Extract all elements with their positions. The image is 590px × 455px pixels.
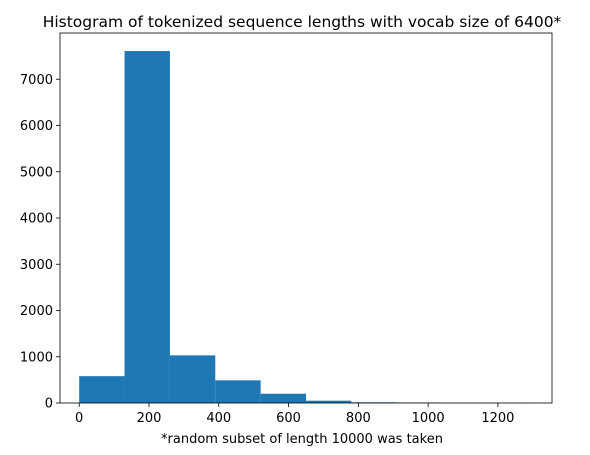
y-tick-label-4: 4000 xyxy=(20,212,53,227)
y-tick-label-0: 0 xyxy=(45,397,53,412)
y-tick-label-6: 6000 xyxy=(20,119,53,134)
histogram-bar-4 xyxy=(260,393,306,403)
x-tick-label-1: 200 xyxy=(137,411,162,426)
histogram-bar-1 xyxy=(124,51,170,403)
histogram-bar-3 xyxy=(215,380,261,403)
chart-title: Histogram of tokenized sequence lengths … xyxy=(43,13,562,31)
histogram-bar-2 xyxy=(169,355,216,403)
x-axis-ticks: 0 200 400 600 800 1000 1200 xyxy=(75,403,514,426)
histogram-bar-0 xyxy=(79,376,125,403)
y-tick-label-1: 1000 xyxy=(20,350,53,365)
histogram-bars xyxy=(79,51,533,403)
x-tick-label-6: 1200 xyxy=(481,411,514,426)
y-tick-label-3: 3000 xyxy=(20,258,53,273)
x-tick-label-5: 1000 xyxy=(412,411,445,426)
x-axis-label: *random subset of length 10000 was taken xyxy=(161,432,443,447)
y-axis-ticks: 0 1000 2000 3000 4000 5000 6000 7000 xyxy=(20,73,60,412)
y-tick-label-5: 5000 xyxy=(20,165,53,180)
y-tick-label-7: 7000 xyxy=(20,73,53,88)
x-tick-label-0: 0 xyxy=(75,411,83,426)
x-tick-label-4: 800 xyxy=(346,411,371,426)
y-tick-label-2: 2000 xyxy=(20,304,53,319)
histogram-bar-5 xyxy=(306,400,352,403)
x-tick-label-2: 400 xyxy=(206,411,231,426)
plot-frame xyxy=(59,32,553,404)
x-tick-label-3: 600 xyxy=(276,411,301,426)
